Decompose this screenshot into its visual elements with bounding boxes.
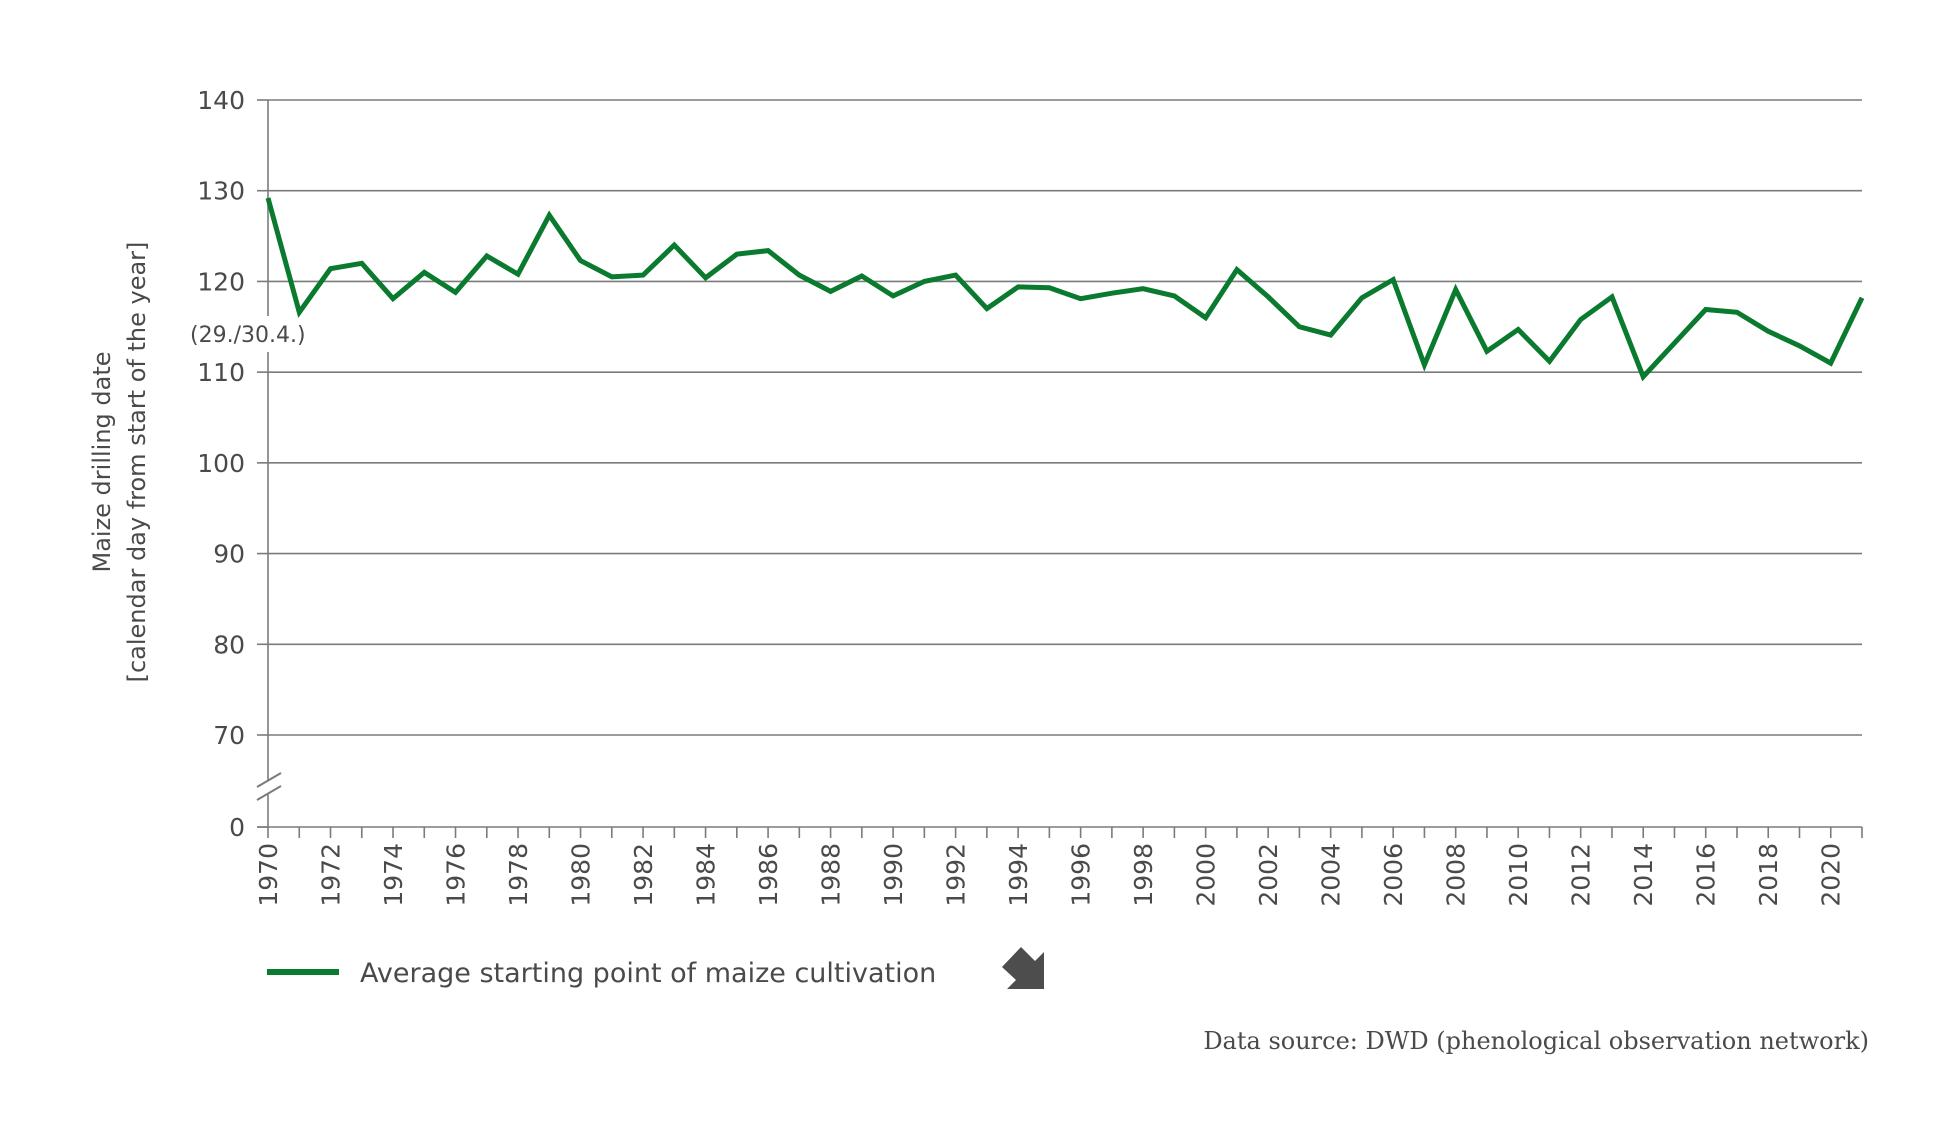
y-tick-label: 70 <box>213 721 245 750</box>
x-tick-label: 1980 <box>567 843 596 907</box>
data-source: Data source: DWD (phenological observati… <box>1203 1027 1869 1055</box>
x-tick-label: 2016 <box>1692 843 1721 907</box>
gridlines <box>268 99 1862 736</box>
x-tick-label: 2012 <box>1567 843 1596 907</box>
x-tick-label: 1986 <box>754 843 783 907</box>
arrow-down-right-icon <box>1002 947 1044 989</box>
x-tick-label: 1982 <box>629 843 658 907</box>
annotation: (29./30.4.) <box>188 318 333 350</box>
x-tick-label: 2000 <box>1192 843 1221 907</box>
x-tick-label: 1984 <box>692 843 721 907</box>
x-tick-label: 1992 <box>942 843 971 907</box>
x-tick-label: 1994 <box>1004 843 1033 907</box>
legend-label: Average starting point of maize cultivat… <box>360 958 936 989</box>
x-tick-label: 1998 <box>1129 843 1158 907</box>
y-axis-label-line2: [calendar day from start of the year] <box>123 242 151 683</box>
y-axis-label-line1: Maize drilling date <box>88 351 116 572</box>
x-tick-label: 2018 <box>1754 843 1783 907</box>
y-tick-label: 110 <box>197 358 245 387</box>
x-tick-label: 2008 <box>1442 843 1471 907</box>
y-axis-ticks: 0 70 80 90 100 110 120 130 140 <box>197 86 268 842</box>
y-axis-title: Maize drilling date [calendar day from s… <box>88 242 151 683</box>
x-tick-label: 2004 <box>1317 843 1346 907</box>
x-tick-label: 1990 <box>879 843 908 907</box>
x-tick-label: 2006 <box>1379 843 1408 907</box>
x-tick-label: 1988 <box>817 843 846 907</box>
annotation-label: (29./30.4.) <box>190 323 306 348</box>
x-tick-label: 2010 <box>1504 843 1533 907</box>
y-tick-label: 120 <box>197 267 245 296</box>
x-tick-label: 1970 <box>254 843 283 907</box>
y-tick-label: 130 <box>197 177 245 206</box>
y-tick-label: 80 <box>213 630 245 659</box>
y-tick-label: 90 <box>213 540 245 569</box>
series-group <box>265 197 1865 382</box>
axis-break-mark <box>256 772 282 801</box>
x-axis-ticks: 1970 1972 1974 1976 1978 1980 1982 1984 1986 1988… <box>254 827 1863 907</box>
y-tick-label: 100 <box>197 449 245 478</box>
legend: Average starting point of maize cultivat… <box>267 947 1044 989</box>
y-tick-label: 0 <box>229 813 245 842</box>
x-tick-label: 2020 <box>1817 843 1846 907</box>
x-tick-label: 2014 <box>1629 843 1658 907</box>
x-tick-label: 2002 <box>1254 843 1283 907</box>
x-tick-label: 1974 <box>379 843 408 907</box>
x-tick-label: 1978 <box>504 843 533 907</box>
annotation-background <box>188 318 333 350</box>
x-tick-label: 1972 <box>317 843 346 907</box>
y-tick-label: 140 <box>197 86 245 115</box>
series-line <box>265 197 1865 382</box>
x-tick-label: 1976 <box>442 843 471 907</box>
x-tick-label: 1996 <box>1067 843 1096 907</box>
